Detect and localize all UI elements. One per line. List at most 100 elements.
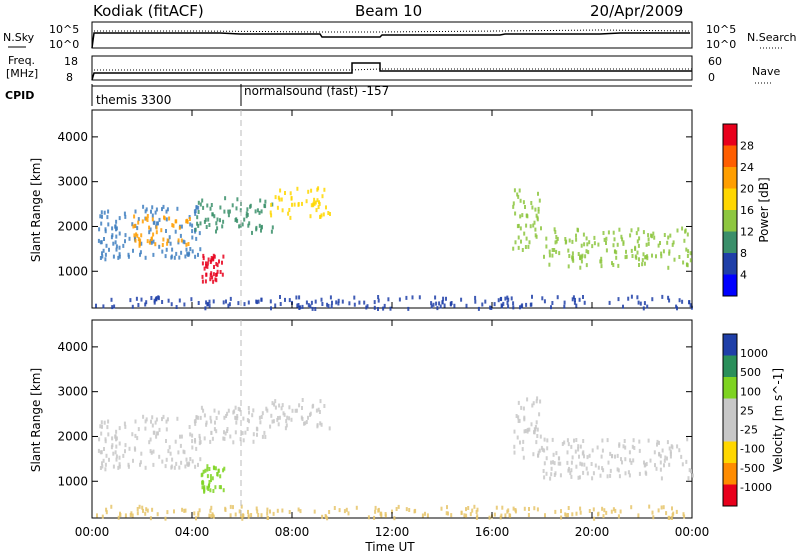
power-scatter-cell (555, 239, 558, 244)
power-scatter-cell (543, 254, 545, 259)
power-scatter-cell (115, 244, 118, 249)
power-scatter-cell (605, 248, 608, 253)
power-scatter-cell (525, 302, 528, 307)
velocity-scatter-cell (239, 437, 242, 442)
power-scatter-cell (148, 230, 151, 235)
velocity-scatter-cell (619, 509, 622, 514)
power-scatter-cell (540, 226, 542, 231)
power-scatter-cell (97, 238, 100, 243)
power-scatter-cell (525, 236, 528, 241)
power-scatter-cell (231, 203, 234, 208)
velocity-scatter-cell (176, 416, 179, 421)
power-scatter-cell (271, 202, 274, 207)
power-scatter-cell (660, 251, 663, 256)
velocity-scatter-cell (343, 509, 346, 514)
power-scatter-cell (222, 300, 225, 305)
nave-tick-bottom: 0 (708, 71, 715, 84)
velocity-scatter-cell (465, 507, 467, 512)
velocity-scatter-cell (670, 516, 673, 520)
power-scatter-cell (105, 243, 108, 248)
power-scatter-cell (132, 248, 134, 253)
power-scatter-cell (580, 259, 583, 264)
velocity-scatter-cell (111, 436, 114, 441)
velocity-scatter-cell (198, 508, 201, 513)
power-scatter-cell (643, 301, 646, 306)
velocity-scatter-cell (114, 450, 117, 455)
power-scatter-cell (600, 256, 603, 261)
velocity-colorbar-swatch (723, 484, 737, 507)
velocity-scatter-cell (266, 511, 269, 516)
velocity-scatter-cell (469, 512, 472, 517)
power-scatter-cell (366, 304, 369, 309)
velocity-scatter-cell (115, 457, 118, 462)
velocity-scatter-cell (463, 513, 466, 518)
velocity-scatter-cell (149, 516, 152, 521)
velocity-scatter-cell (226, 427, 229, 431)
power-scatter-cell (563, 300, 566, 305)
power-scatter-cell (204, 306, 207, 311)
velocity-scatter-cell (523, 429, 526, 434)
power-scatter-cell (442, 296, 445, 301)
power-scatter-cell (168, 216, 171, 221)
velocity-scatter-cell (258, 415, 261, 420)
velocity-scatter-cell (301, 398, 304, 402)
velocity-colorbar-swatch (723, 463, 737, 485)
velocity-scatter-cell (374, 505, 377, 510)
power-scatter-cell (533, 220, 536, 225)
velocity-scatter-cell (631, 444, 634, 449)
velocity-scatter-cell (134, 447, 137, 452)
power-scatter-cell (600, 264, 603, 269)
power-scatter-cell (110, 297, 113, 302)
velocity-scatter-cell (476, 507, 479, 512)
velocity-scatter-cell (139, 462, 141, 467)
velocity-scatter-cell (232, 440, 235, 445)
power-scatter-cell (689, 251, 692, 256)
power-scatter-cell (133, 214, 136, 219)
power-scatter-cell (188, 217, 191, 221)
power-scatter-cell (644, 255, 647, 260)
velocity-scatter-cell (543, 448, 546, 453)
velocity-scatter-cell (174, 439, 177, 444)
velocity-scatter-cell (191, 459, 194, 464)
velocity-scatter-cell (524, 429, 527, 433)
power-scatter-cell (100, 221, 103, 226)
velocity-scatter-cell (146, 508, 149, 513)
power-scatter-cell (575, 303, 578, 308)
power-scatter-cell (129, 298, 132, 303)
velocity-scatter-cell (241, 431, 244, 436)
velocity-scatter-cell (380, 513, 383, 518)
velocity-scatter-cell (251, 413, 254, 418)
velocity-scatter-cell (391, 509, 393, 514)
velocity-scatter-cell (274, 405, 277, 410)
velocity-scatter-cell (553, 461, 556, 466)
velocity-scatter-cell (131, 432, 134, 437)
power-scatter-cell (666, 240, 669, 245)
velocity-scatter-cell (513, 450, 516, 455)
power-scatter-cell (145, 300, 148, 305)
power-scatter-cell (682, 260, 685, 265)
velocity-scatter-cell (142, 414, 145, 419)
power-scatter-cell (165, 217, 168, 222)
power-scatter-cell (673, 257, 676, 262)
power-scatter-cell (317, 205, 320, 210)
velocity-scatter-cell (217, 410, 220, 415)
power-scatter-cell (180, 238, 183, 243)
velocity-scatter-cell (583, 454, 585, 459)
power-scatter-cell (675, 304, 678, 309)
velocity-scatter-cell (206, 464, 209, 469)
power-scatter-cell (127, 254, 130, 259)
power-scatter-cell (140, 241, 143, 246)
velocity-scatter-cell (523, 506, 526, 511)
power-scatter-cell (161, 207, 163, 212)
velocity-scatter-cell (527, 513, 530, 517)
velocity-scatter-cell (284, 426, 287, 431)
power-scatter-cell (617, 263, 620, 268)
velocity-scatter-cell (224, 431, 227, 436)
power-scatter-cell (249, 203, 252, 208)
power-scatter-cell (195, 236, 198, 241)
power-scatter-cell (291, 202, 293, 207)
velocity-scatter-cell (164, 464, 167, 469)
velocity-scatter-cell (585, 466, 588, 471)
power-scatter-cell (634, 245, 637, 250)
power-scatter-cell (260, 224, 263, 229)
